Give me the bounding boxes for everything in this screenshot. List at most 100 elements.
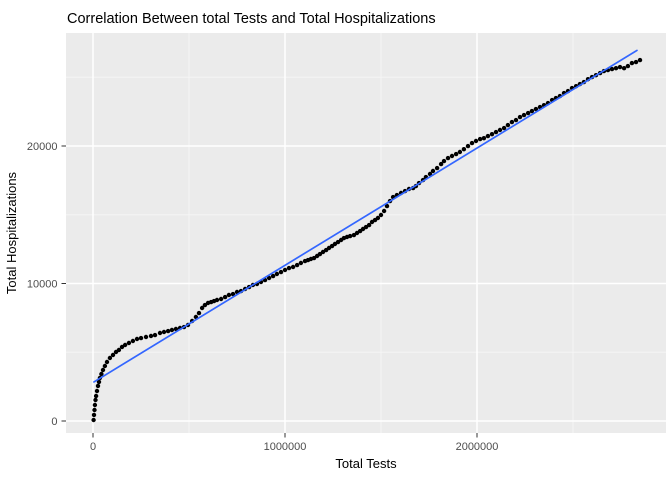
- trend-line-group: [93, 49, 638, 383]
- scatter-point: [282, 267, 288, 273]
- scatter-point: [199, 305, 205, 311]
- y-axis-title: Total Hospitalizations: [4, 171, 19, 294]
- scatter-point: [286, 265, 292, 271]
- scatter-point: [485, 133, 491, 139]
- scatter-point: [430, 168, 436, 174]
- scatter-point: [533, 106, 539, 112]
- scatter-point: [116, 347, 122, 353]
- x-axis-title: Total Tests: [335, 456, 397, 471]
- scatter-point: [161, 329, 167, 335]
- x-tick-label: 1000000: [264, 441, 307, 453]
- scatter-point: [453, 151, 459, 157]
- y-tick-label: 20000: [27, 141, 58, 153]
- scatter-point: [92, 407, 97, 413]
- scatter-point: [122, 342, 128, 348]
- scatter-point: [517, 114, 523, 120]
- scatter-point: [609, 66, 615, 72]
- scatter-point: [298, 260, 304, 266]
- scatter-point: [100, 367, 106, 373]
- grid-minor: [66, 33, 666, 433]
- scatter-point: [104, 359, 110, 365]
- scatter-point: [102, 363, 108, 369]
- scatter-point: [165, 328, 171, 334]
- scatter-point: [94, 388, 100, 394]
- scatter-point: [366, 222, 372, 228]
- x-tick-label: 2000000: [456, 441, 499, 453]
- scatter-point: [449, 153, 455, 159]
- scatter-point: [625, 63, 631, 69]
- scatter-point: [222, 294, 228, 300]
- scatter-point: [445, 155, 451, 161]
- scatter-point: [294, 262, 300, 268]
- scatter-point: [335, 239, 341, 245]
- scatter-point: [613, 66, 619, 71]
- scatter-point: [529, 108, 535, 114]
- scatter-point: [489, 132, 495, 137]
- plot-panel: [66, 33, 666, 433]
- scatter-point: [92, 402, 98, 408]
- scatter-point: [266, 275, 272, 281]
- scatter-point: [226, 292, 232, 298]
- scatter-point: [347, 233, 353, 239]
- scatter-point: [278, 269, 284, 275]
- trend-line: [93, 49, 638, 383]
- scatter-point: [126, 340, 132, 346]
- scatter-point: [493, 129, 499, 135]
- scatter-point: [469, 140, 475, 146]
- scatter-point: [169, 327, 175, 333]
- scatter-point: [438, 161, 444, 167]
- axis-ticks: [61, 145, 478, 438]
- scatter-point: [91, 412, 97, 418]
- scatter-point: [629, 60, 635, 66]
- scatter-point: [99, 371, 104, 377]
- scatter-point: [525, 110, 531, 116]
- scatter-point: [274, 271, 280, 277]
- scatter-point: [427, 171, 433, 177]
- scatter-point: [351, 232, 357, 238]
- scatter-point: [214, 297, 220, 303]
- chart-title: Correlation Between total Tests and Tota…: [67, 11, 436, 27]
- scatter-point: [441, 158, 447, 164]
- scatter-point: [173, 326, 179, 332]
- scatter-point: [637, 57, 643, 63]
- scatter-point: [143, 334, 149, 340]
- scatter-point: [157, 330, 163, 336]
- scatter-point: [381, 208, 387, 214]
- scatter-point: [633, 59, 639, 65]
- scatter-point: [384, 203, 390, 209]
- scatter-point: [621, 66, 627, 71]
- scatter-point: [130, 338, 136, 344]
- y-tick-label: 0: [51, 416, 57, 428]
- scatter-point: [311, 255, 317, 261]
- grid-major: [66, 33, 666, 433]
- scatter-point: [93, 393, 99, 399]
- scatter-point: [617, 64, 623, 70]
- scatter-point: [461, 147, 467, 152]
- scatter-point: [378, 212, 384, 218]
- x-tick-label: 0: [90, 441, 96, 453]
- scatter-point: [497, 127, 503, 133]
- scatter-point: [152, 332, 158, 338]
- scatter-point: [375, 215, 381, 221]
- scatter-point: [95, 383, 101, 389]
- scatter-point: [107, 355, 113, 361]
- axis-tick-labels: 0 1000000 2000000 0 10000 20000: [27, 141, 499, 453]
- scatter-point: [513, 117, 519, 123]
- scatter-point: [477, 136, 483, 142]
- scatter-point: [509, 119, 515, 125]
- scatter-point: [91, 417, 96, 423]
- scatter-point: [501, 125, 507, 131]
- scatter-point: [290, 264, 296, 270]
- scatter-point: [110, 352, 116, 358]
- scatter-point: [434, 165, 440, 171]
- scatter-point: [148, 333, 154, 339]
- scatter-point: [138, 335, 144, 341]
- scatter-point: [473, 138, 479, 144]
- scatter-point: [96, 379, 102, 385]
- scatter-point: [202, 302, 208, 308]
- scatter-point: [134, 336, 140, 342]
- scatter-point: [521, 112, 527, 118]
- scatter-point: [317, 251, 323, 257]
- scatter-point: [218, 296, 224, 302]
